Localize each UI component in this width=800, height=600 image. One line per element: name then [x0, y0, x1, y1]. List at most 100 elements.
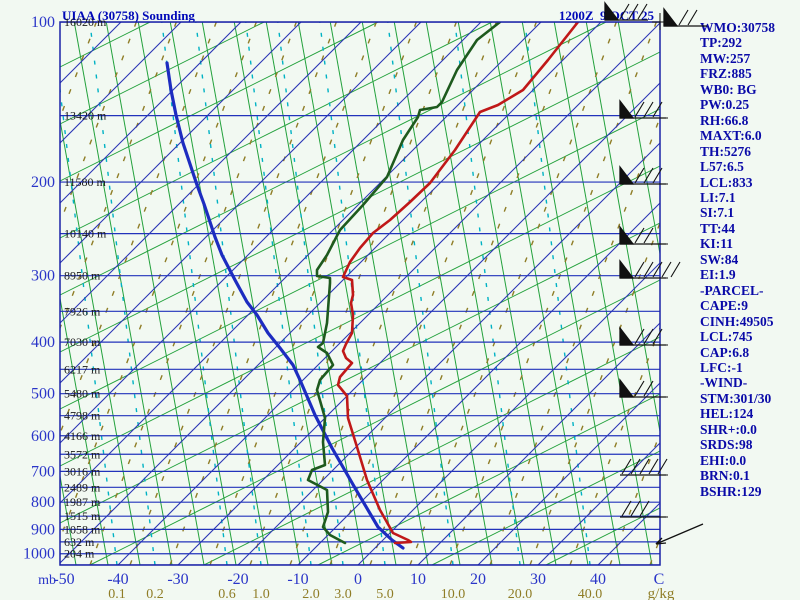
altitude-label: 16020 m — [64, 15, 107, 29]
index-line: MW:257 — [700, 50, 751, 66]
altitude-label: 10140 m — [64, 227, 107, 241]
index-line: FRZ:885 — [700, 66, 752, 82]
isotherm-line — [60, 22, 422, 384]
temp-tick-label: -20 — [227, 571, 248, 588]
olive-dashed-line — [289, 22, 497, 565]
wind-barb-feather — [619, 3, 630, 20]
dry-adiabat-line — [60, 222, 660, 524]
mixing-ratio-tick-label: 0.1 — [108, 587, 126, 600]
index-line: CINH:49505 — [700, 313, 774, 329]
olive-dashed-line — [0, 22, 16, 565]
indices-panel: WMO:30758 TP:292 MW:257 FRZ:885 WB0: BG PW:0.… — [700, 20, 800, 499]
dry-adiabat-line — [60, 108, 660, 410]
pressure-tick-label: 300 — [31, 268, 55, 285]
index-line: BRN:0.1 — [700, 468, 750, 484]
dewpoint-curve — [306, 22, 502, 545]
mixing-ratio-tick-label: 40.0 — [578, 587, 603, 600]
altitude-label: 8950 m — [64, 269, 101, 283]
dry-adiabat-line — [317, 393, 660, 565]
index-line: EHI:0.0 — [700, 452, 747, 468]
wind-barb-feather — [687, 9, 698, 26]
moist-adiabat-line — [521, 22, 621, 565]
wind-barb-feather — [634, 328, 645, 345]
isobar-grid — [60, 22, 660, 565]
altitude-label: 4798 m — [64, 409, 101, 423]
wind-barb-feather — [652, 328, 663, 345]
olive-dashed-line — [60, 22, 177, 331]
wind-barb-feather — [637, 3, 648, 20]
wind-barb-feather — [678, 9, 689, 26]
moist-adiabat-line — [489, 22, 589, 565]
olive-dashed-line — [609, 431, 660, 565]
wind-barb — [663, 7, 707, 27]
moist-adiabat-line — [297, 22, 397, 565]
dry-adiabat-line — [60, 22, 607, 296]
olive-dashed-line — [89, 22, 297, 565]
wind-barb-feather — [643, 328, 654, 345]
moist-adiabat-line — [361, 22, 461, 565]
dry-adiabat-line — [60, 165, 660, 467]
index-line: KI:11 — [700, 236, 734, 252]
wind-barb-pennant — [619, 165, 635, 185]
index-line: SHR+:0.0 — [700, 421, 757, 437]
isotherm-line — [537, 442, 660, 565]
wind-barb — [619, 378, 668, 398]
dry-adiabat-line — [60, 22, 493, 239]
isotherm-line — [60, 22, 182, 144]
olive-dashed-line — [329, 22, 537, 565]
dry-adiabat-line — [659, 564, 660, 565]
dry-adiabat-line — [0, 22, 36, 565]
parcel-curve — [165, 61, 405, 550]
index-line: LFC:-1 — [700, 359, 743, 375]
isotherm-line — [60, 22, 482, 444]
altitude-label: 632 m — [64, 535, 95, 549]
temp-tick-label: 30 — [530, 571, 546, 588]
wind-barb-feather — [634, 261, 645, 278]
index-line: RH:66.8 — [700, 112, 749, 128]
wind-barb-pennant — [619, 378, 635, 398]
index-line: PW:0.25 — [700, 97, 750, 113]
temp-tick-label: 10 — [410, 571, 426, 588]
mixing-ratio-tick-label: 5.0 — [376, 587, 394, 600]
pressure-tick-label: 800 — [31, 494, 55, 511]
mixing-ratio-line — [277, 22, 344, 565]
moist-adiabat-line — [60, 295, 109, 565]
moist-adiabat-line — [0, 22, 12, 565]
index-line: STM:301/30 — [700, 390, 772, 406]
wind-barb — [620, 500, 668, 518]
mixing-ratio-labels: 0.1 0.2 0.6 1.0 2.0 3.0 5.0 10.0 20.0 40.0 g/kg — [108, 586, 675, 600]
isotherm-line — [597, 502, 660, 565]
pressure-unit-label: mb — [38, 573, 56, 588]
wind-barb-feather — [661, 261, 672, 278]
altitude-label: 3572 m — [64, 447, 101, 461]
altitude-label: 11580 m — [64, 175, 107, 189]
index-line: CAPE:9 — [700, 298, 748, 314]
olive-dashed-line — [529, 220, 660, 565]
pressure-tick-label: 400 — [31, 334, 55, 351]
index-line: BSHR:129 — [700, 483, 762, 499]
plot-border — [59, 21, 661, 566]
temp-tick-label: -10 — [287, 571, 308, 588]
chart-title: UIAA (30758) Sounding — [62, 8, 195, 23]
isotherm-line — [60, 22, 302, 264]
moist-adiabat-line — [105, 22, 205, 565]
index-line: LI:7.1 — [700, 189, 736, 205]
temp-tick-label: 40 — [590, 571, 606, 588]
mixing-ratio-tick-label: 2.0 — [302, 587, 320, 600]
wind-barb-pennant — [663, 7, 679, 27]
wind-barb-feather — [652, 101, 663, 118]
index-line: TT:44 — [700, 220, 736, 236]
mixing-ratio-tick-label: 0.6 — [218, 587, 236, 600]
altitude-label: 6217 m — [64, 362, 101, 376]
index-line: WB0: BG — [700, 81, 757, 97]
wind-barb-feather — [639, 500, 650, 517]
wind-barb-pennant — [619, 99, 635, 119]
index-line: -WIND- — [700, 375, 748, 391]
index-line: SI:7.1 — [700, 205, 735, 221]
chart-datetime: 1200Z 9 OCT 25 — [558, 8, 654, 23]
wind-barb-pennant — [619, 326, 635, 346]
wind-barb-feather — [621, 500, 632, 517]
altitude-label: 13420 m — [64, 109, 107, 123]
mixing-ratio-tick-label: 3.0 — [334, 587, 352, 600]
